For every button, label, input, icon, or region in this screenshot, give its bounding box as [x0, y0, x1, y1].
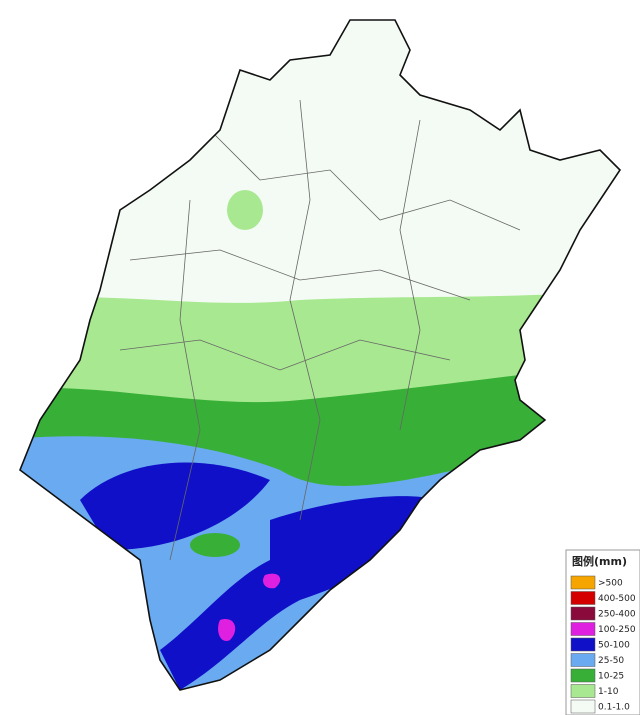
legend: 图例(mm) >500 400-500 250-400 100-250 50-100 25… — [565, 549, 640, 715]
legend-title: 图例(mm) — [572, 554, 627, 568]
legend-swatch — [570, 684, 596, 698]
county-borders — [119, 99, 521, 561]
legend-swatch — [570, 699, 596, 714]
legend-label: 10-25 — [598, 672, 624, 682]
legend-swatch — [570, 637, 596, 652]
legend-label: 25-50 — [598, 656, 624, 666]
legend-swatch — [570, 622, 596, 636]
legend-swatch — [570, 575, 596, 590]
legend-swatch — [570, 653, 596, 667]
legend-label: 0.1-1.0 — [598, 703, 630, 713]
province-outline — [19, 19, 622, 691]
legend-label: 1-10 — [598, 687, 619, 697]
legend-label: 50-100 — [598, 641, 630, 651]
legend-swatch — [570, 591, 596, 605]
legend-label: 100-250 — [598, 625, 636, 635]
legend-label: >500 — [598, 579, 623, 589]
legend-label: 250-400 — [598, 610, 636, 620]
legend-swatch — [570, 606, 596, 621]
legend-label: 400-500 — [598, 594, 636, 604]
legend-swatch — [570, 668, 596, 683]
